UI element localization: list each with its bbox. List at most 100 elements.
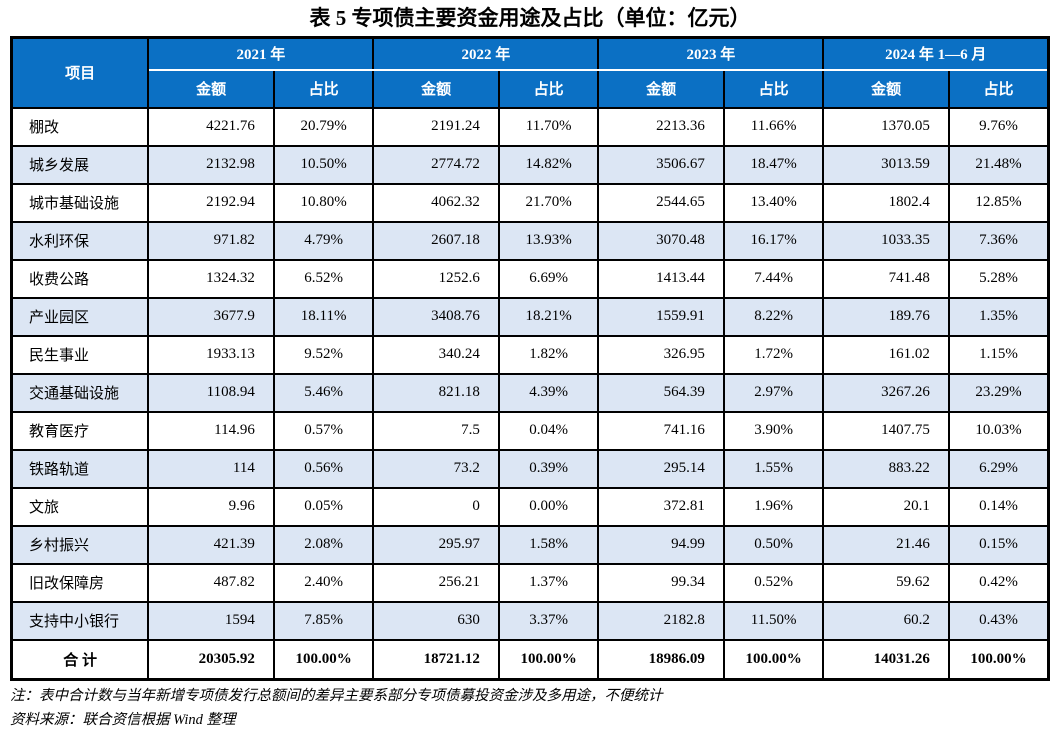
total-label: 合 计 bbox=[10, 638, 150, 681]
table-row: 教育医疗 114.96 0.57% 7.5 0.04% 741.16 3.90% 1407.7… bbox=[10, 410, 1050, 451]
amount-cell: 340.24 bbox=[372, 334, 500, 375]
amount-cell: 114.96 bbox=[147, 410, 275, 451]
amount-cell: 161.02 bbox=[822, 334, 950, 375]
share-cell: 0.43% bbox=[947, 600, 1050, 641]
amount-cell: 741.48 bbox=[822, 258, 950, 299]
amount-cell: 21.46 bbox=[822, 524, 950, 565]
share-cell: 11.70% bbox=[497, 106, 600, 147]
table-row: 支持中小银行 1594 7.85% 630 3.37% 2182.8 11.50% 60.2 0… bbox=[10, 600, 1050, 641]
amount-cell: 1407.75 bbox=[822, 410, 950, 451]
amount-cell: 630 bbox=[372, 600, 500, 641]
amount-cell: 2182.8 bbox=[597, 600, 725, 641]
amount-cell: 564.39 bbox=[597, 372, 725, 413]
share-cell: 1.15% bbox=[947, 334, 1050, 375]
table-row: 棚改 4221.76 20.79% 2191.24 11.70% 2213.36 11.66… bbox=[10, 106, 1050, 147]
amount-cell: 94.99 bbox=[597, 524, 725, 565]
share-cell: 0.50% bbox=[722, 524, 825, 565]
table-row: 乡村振兴 421.39 2.08% 295.97 1.58% 94.99 0.50% 21.4… bbox=[10, 524, 1050, 565]
amount-cell: 0 bbox=[372, 486, 500, 527]
share-cell: 11.66% bbox=[722, 106, 825, 147]
total-amount-2023: 18986.09 bbox=[597, 638, 725, 681]
table-row: 收费公路 1324.32 6.52% 1252.6 6.69% 1413.44 7.44% 7… bbox=[10, 258, 1050, 299]
total-amount-2022: 18721.12 bbox=[372, 638, 500, 681]
share-cell: 18.11% bbox=[272, 296, 375, 337]
share-cell: 14.82% bbox=[497, 144, 600, 185]
amount-cell: 4221.76 bbox=[147, 106, 275, 147]
share-cell: 20.79% bbox=[272, 106, 375, 147]
share-cell: 9.76% bbox=[947, 106, 1050, 147]
amount-cell: 1413.44 bbox=[597, 258, 725, 299]
table-row: 城市基础设施 2192.94 10.80% 4062.32 21.70% 2544.65 1… bbox=[10, 182, 1050, 223]
item-cell: 城乡发展 bbox=[10, 144, 150, 185]
amount-cell: 883.22 bbox=[822, 448, 950, 489]
item-cell: 收费公路 bbox=[10, 258, 150, 299]
subheader-share-2024h1: 占比 bbox=[947, 68, 1050, 109]
share-cell: 1.96% bbox=[722, 486, 825, 527]
share-cell: 2.97% bbox=[722, 372, 825, 413]
table-title: 表 5 专项债主要资金用途及占比（单位：亿元） bbox=[309, 6, 751, 30]
amount-cell: 2774.72 bbox=[372, 144, 500, 185]
column-header-2023: 2023 年 bbox=[597, 36, 825, 71]
share-cell: 4.39% bbox=[497, 372, 600, 413]
share-cell: 1.58% bbox=[497, 524, 600, 565]
share-cell: 9.52% bbox=[272, 334, 375, 375]
amount-cell: 2544.65 bbox=[597, 182, 725, 223]
total-share-2024h1: 100.00% bbox=[947, 638, 1050, 681]
column-header-2022: 2022 年 bbox=[372, 36, 600, 71]
share-cell: 2.40% bbox=[272, 562, 375, 603]
amount-cell: 73.2 bbox=[372, 448, 500, 489]
amount-cell: 821.18 bbox=[372, 372, 500, 413]
share-cell: 13.40% bbox=[722, 182, 825, 223]
item-cell: 城市基础设施 bbox=[10, 182, 150, 223]
footnote-note: 注：表中合计数与当年新增专项债发行总额间的差异主要系部分专项债募投资金涉及多用途… bbox=[10, 688, 663, 704]
table-row: 旧改保障房 487.82 2.40% 256.21 1.37% 99.34 0.52% 59.… bbox=[10, 562, 1050, 603]
table-body: 棚改 4221.76 20.79% 2191.24 11.70% 2213.36 11.66… bbox=[10, 106, 1050, 681]
amount-cell: 421.39 bbox=[147, 524, 275, 565]
subheader-amount-2024h1: 金额 bbox=[822, 68, 950, 109]
amount-cell: 59.62 bbox=[822, 562, 950, 603]
share-cell: 0.57% bbox=[272, 410, 375, 451]
share-cell: 23.29% bbox=[947, 372, 1050, 413]
amount-cell: 1802.4 bbox=[822, 182, 950, 223]
share-cell: 12.85% bbox=[947, 182, 1050, 223]
amount-cell: 99.34 bbox=[597, 562, 725, 603]
amount-cell: 295.97 bbox=[372, 524, 500, 565]
share-cell: 16.17% bbox=[722, 220, 825, 261]
table-row: 城乡发展 2132.98 10.50% 2774.72 14.82% 3506.67 18.… bbox=[10, 144, 1050, 185]
amount-cell: 3070.48 bbox=[597, 220, 725, 261]
share-cell: 21.48% bbox=[947, 144, 1050, 185]
share-cell: 3.37% bbox=[497, 600, 600, 641]
share-cell: 1.37% bbox=[497, 562, 600, 603]
share-cell: 6.69% bbox=[497, 258, 600, 299]
amount-cell: 487.82 bbox=[147, 562, 275, 603]
item-cell: 民生事业 bbox=[10, 334, 150, 375]
share-cell: 5.46% bbox=[272, 372, 375, 413]
share-cell: 11.50% bbox=[722, 600, 825, 641]
item-cell: 旧改保障房 bbox=[10, 562, 150, 603]
amount-cell: 1594 bbox=[147, 600, 275, 641]
footnotes: 注：表中合计数与当年新增专项债发行总额间的差异主要系部分专项债募投资金涉及多用途… bbox=[10, 684, 1050, 732]
share-cell: 10.80% bbox=[272, 182, 375, 223]
share-cell: 0.56% bbox=[272, 448, 375, 489]
share-cell: 1.35% bbox=[947, 296, 1050, 337]
column-header-2021: 2021 年 bbox=[147, 36, 375, 71]
amount-cell: 3506.67 bbox=[597, 144, 725, 185]
share-cell: 21.70% bbox=[497, 182, 600, 223]
share-cell: 18.21% bbox=[497, 296, 600, 337]
amount-cell: 295.14 bbox=[597, 448, 725, 489]
amount-cell: 256.21 bbox=[372, 562, 500, 603]
amount-cell: 20.1 bbox=[822, 486, 950, 527]
share-cell: 1.82% bbox=[497, 334, 600, 375]
share-cell: 0.39% bbox=[497, 448, 600, 489]
share-cell: 1.72% bbox=[722, 334, 825, 375]
item-cell: 铁路轨道 bbox=[10, 448, 150, 489]
amount-cell: 741.16 bbox=[597, 410, 725, 451]
table-row: 民生事业 1933.13 9.52% 340.24 1.82% 326.95 1.72% 16… bbox=[10, 334, 1050, 375]
share-cell: 0.52% bbox=[722, 562, 825, 603]
total-share-2021: 100.00% bbox=[272, 638, 375, 681]
share-cell: 0.00% bbox=[497, 486, 600, 527]
table-row: 水利环保 971.82 4.79% 2607.18 13.93% 3070.48 16.17… bbox=[10, 220, 1050, 261]
amount-cell: 2607.18 bbox=[372, 220, 500, 261]
amount-cell: 114 bbox=[147, 448, 275, 489]
